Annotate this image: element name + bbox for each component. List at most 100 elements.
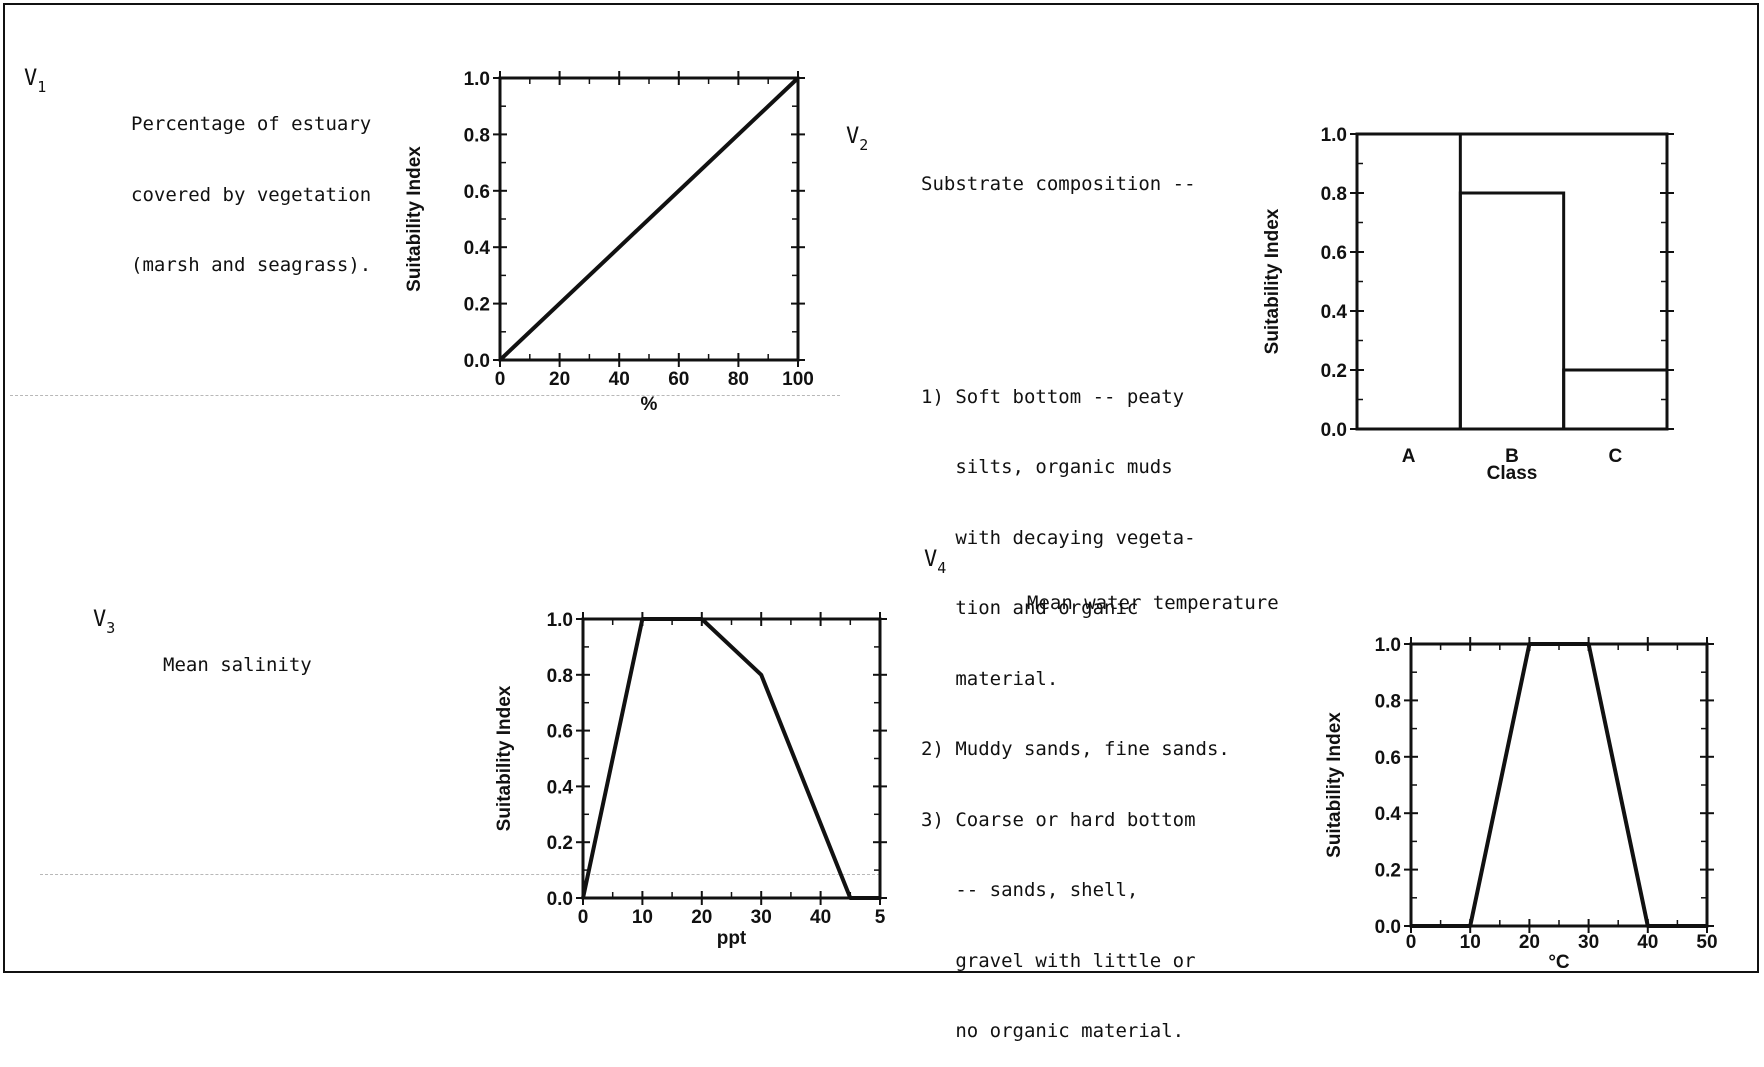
x-tick-label: 60 (668, 369, 689, 390)
chart-4 (1404, 637, 1714, 933)
description-line: material. (921, 667, 1059, 690)
chart-3 (576, 612, 887, 905)
variable-label-v4: V4 (924, 547, 947, 577)
description-line: -- sands, shell, (921, 879, 1139, 901)
y-tick-label: 0.4 (1375, 804, 1402, 825)
x-tick-label: 100 (782, 369, 814, 390)
bar-class-C (1562, 368, 1669, 431)
data-point (700, 617, 704, 621)
data-point (640, 617, 644, 621)
y-tick-label: 0.8 (464, 125, 490, 146)
y-tick-label: 0.4 (1321, 302, 1348, 323)
description-line: 2) Muddy sands, fine sands. (921, 738, 1230, 760)
y-tick-label: 0.2 (1321, 361, 1347, 382)
y-tick-label: 1.0 (1321, 125, 1347, 146)
x-axis-label: Class (1487, 463, 1538, 484)
y-tick-label: 1.0 (1375, 635, 1401, 656)
y-tick-label: 0.8 (547, 666, 573, 687)
chart-2 (1350, 132, 1674, 431)
description-v1: Percentage of estuary covered by vegetat… (131, 66, 371, 301)
data-point (581, 896, 585, 900)
plot-frame (1355, 132, 1669, 431)
x-tick-label: B (1505, 446, 1519, 467)
data-point (498, 358, 502, 362)
x-tick-label: 5 (875, 907, 886, 928)
scan-line (40, 874, 880, 875)
y-axis-label: Suitability Index (1324, 712, 1345, 858)
series-line (498, 76, 800, 362)
description-line: 1) Soft bottom -- peaty (921, 385, 1185, 408)
x-tick-label: 0 (495, 369, 506, 390)
data-point (1409, 924, 1413, 928)
x-tick-label: 0 (1406, 932, 1417, 953)
y-tick-label: 0.2 (547, 833, 573, 854)
charts-canvas: 0.0 0.2 0.4 0.6 0.8 1.0 Suitability Index 0 20 40… (404, 69, 1718, 973)
x-tick-label: 40 (609, 369, 630, 390)
y-tick-label: 0.6 (547, 722, 573, 743)
x-tick-label: 30 (751, 907, 772, 928)
x-tick-label: C (1608, 446, 1622, 467)
description-line: tion and organic (921, 597, 1139, 619)
y-axis-label: Suitability Index (404, 146, 425, 292)
data-point (1705, 924, 1709, 928)
y-axis-label: Suitability Index (1262, 208, 1283, 354)
x-tick-label: 30 (1578, 932, 1599, 953)
x-tick-label: 20 (549, 369, 570, 390)
description-line: (marsh and seagrass). (131, 254, 372, 276)
y-tick-label: 0.8 (1321, 184, 1347, 205)
data-point (848, 896, 852, 900)
x-tick-label: 40 (810, 907, 831, 928)
x-tick-label: 0 (578, 907, 589, 928)
y-tick-label: 0.6 (1321, 243, 1347, 264)
y-tick-label: 1.0 (464, 69, 490, 90)
y-tick-label: 0.0 (464, 351, 490, 372)
description-v3: Mean salinity (163, 607, 312, 701)
description-line: 3) Coarse or hard bottom (921, 808, 1196, 831)
y-tick-label: 0.0 (1321, 420, 1347, 441)
description-line: Mean water temperature (1027, 592, 1279, 614)
data-point (796, 76, 800, 80)
description-line: no organic material. (921, 1020, 1185, 1042)
series-line (1411, 642, 1707, 928)
data-point (1646, 924, 1650, 928)
description-line: gravel with little or (921, 949, 1196, 972)
x-tick-label: A (1402, 446, 1416, 467)
x-tick-label: 20 (1519, 932, 1540, 953)
x-tick-label: 20 (691, 907, 712, 928)
y-tick-label: 0.0 (1375, 917, 1401, 938)
description-line: silts, organic muds (921, 456, 1173, 478)
description-line: with decaying vegeta- (921, 526, 1196, 549)
description-v2: Substrate composition -- 1) Soft bottom … (921, 126, 1230, 1067)
plot-frame (1409, 642, 1709, 928)
chart-1 (493, 71, 805, 367)
data-point (1587, 642, 1591, 646)
x-tick-label: 40 (1637, 932, 1658, 953)
description-line: Mean salinity (163, 654, 312, 676)
y-axis-label: Suitability Index (494, 685, 515, 831)
scan-line (10, 395, 840, 396)
bar-class-B (1458, 191, 1566, 431)
x-axis-label: ppt (717, 928, 747, 949)
y-tick-label: 0.8 (1375, 691, 1401, 712)
data-point (759, 673, 763, 677)
series-line (581, 617, 880, 900)
x-tick-label: 10 (632, 907, 653, 928)
x-tick-label: 50 (1696, 932, 1717, 953)
x-axis-label: % (641, 394, 658, 415)
y-tick-label: 1.0 (547, 610, 573, 631)
variable-label-v1: V1 (24, 66, 47, 96)
data-point (1527, 642, 1531, 646)
x-axis-label: °C (1548, 952, 1570, 973)
description-line: Percentage of estuary (131, 113, 372, 135)
y-tick-label: 0.4 (547, 777, 574, 798)
data-point (878, 896, 882, 900)
data-point (1468, 924, 1472, 928)
x-tick-label: 80 (728, 369, 749, 390)
y-tick-label: 0.6 (464, 182, 490, 203)
variable-label-v3: V3 (93, 607, 116, 637)
y-tick-label: 0.0 (547, 889, 573, 910)
y-tick-label: 0.4 (464, 238, 491, 259)
y-tick-label: 0.2 (464, 295, 490, 316)
x-tick-label: 10 (1460, 932, 1481, 953)
description-line: covered by vegetation (131, 183, 372, 206)
